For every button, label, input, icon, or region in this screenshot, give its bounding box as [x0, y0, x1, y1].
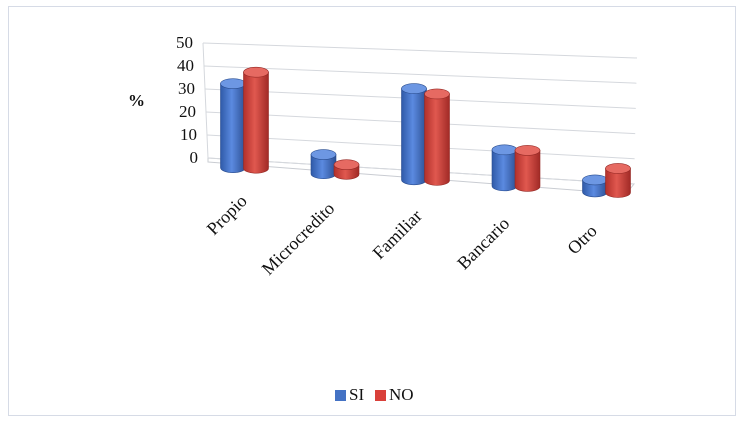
bar-si-familiar [401, 83, 427, 186]
category-label-otro: Otro [563, 221, 600, 258]
legend-swatch-no [375, 390, 386, 401]
bars [220, 66, 631, 198]
legend-swatch-si [335, 390, 346, 401]
category-label-bancario: Bancario [453, 213, 513, 273]
y-tick-label: 20 [179, 102, 196, 121]
legend: SI NO [335, 385, 414, 404]
legend-label-no: NO [389, 385, 414, 404]
bar-no-bancario [514, 145, 541, 192]
y-tick-label: 10 [180, 125, 197, 144]
category-label-microcredito: Microcredito [258, 198, 339, 279]
bar-no-microcredito [333, 159, 360, 180]
axis-line [202, 42, 209, 159]
y-tick-label: 40 [177, 56, 194, 75]
y-tick-label: 30 [178, 79, 195, 98]
category-labels: Propio Microcredito Familiar Bancario Otro [203, 191, 601, 279]
bar-no-propio [243, 66, 269, 174]
category-label-propio: Propio [203, 191, 251, 239]
bar-no-otro [605, 163, 631, 198]
y-axis-label: % [128, 91, 145, 110]
chart-frame [8, 6, 736, 416]
bar-si-otro [582, 174, 608, 198]
gridline [202, 42, 638, 59]
gridline [203, 65, 637, 84]
bar-si-propio [220, 78, 246, 173]
y-tick-label: 50 [176, 33, 193, 52]
bar-si-microcredito [310, 149, 337, 180]
bar-si-bancario [491, 144, 518, 192]
bar-no-familiar [424, 88, 450, 186]
y-tick-label: 0 [190, 148, 199, 167]
legend-label-si: SI [349, 385, 364, 404]
category-label-familiar: Familiar [369, 206, 426, 263]
y-tick-labels: 0 10 20 30 40 50 [176, 33, 198, 167]
